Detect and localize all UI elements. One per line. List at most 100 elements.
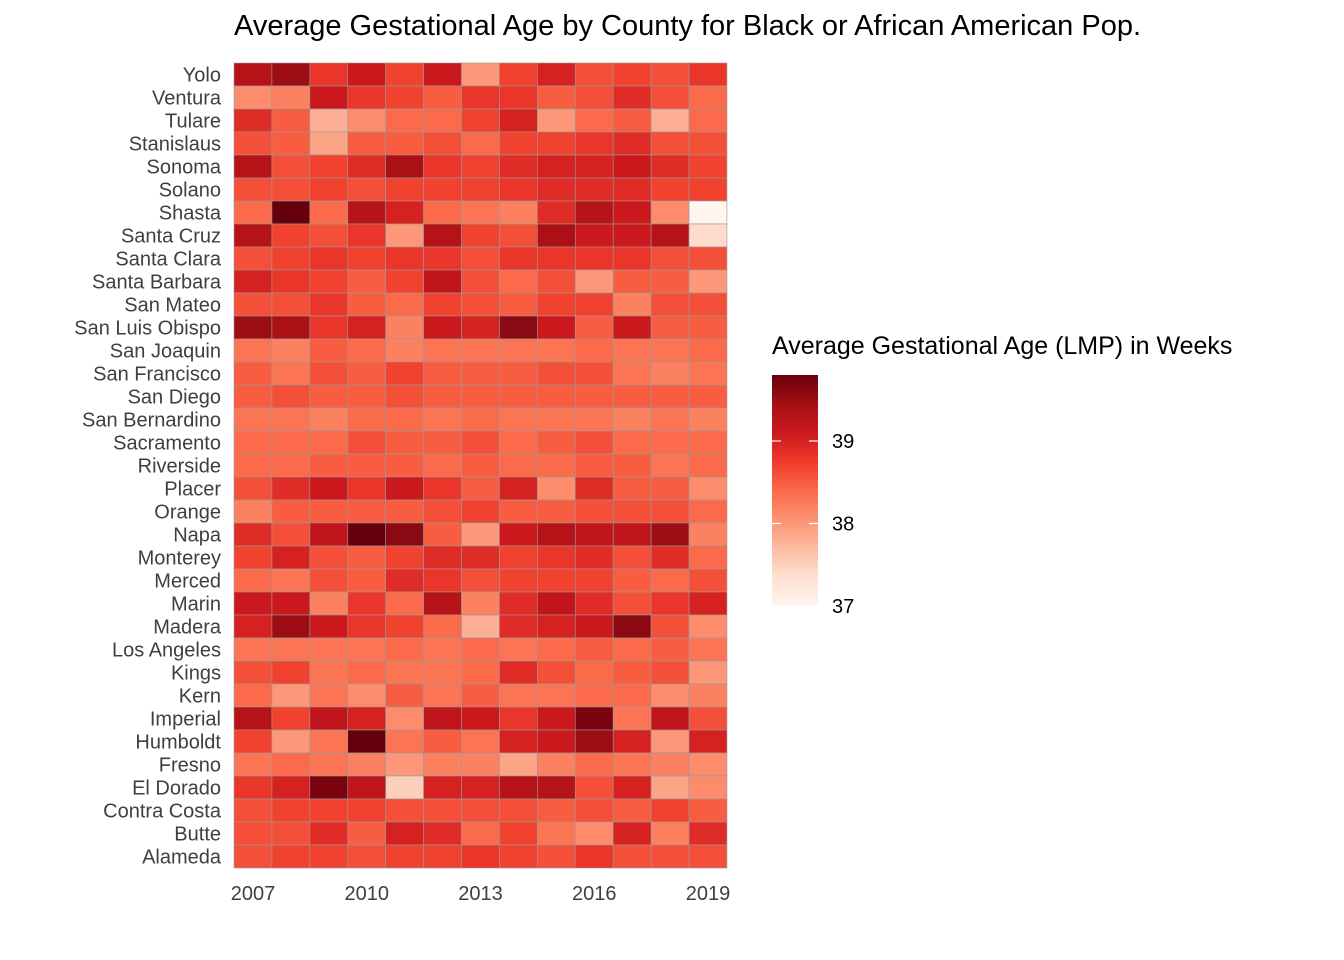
heatmap-cell <box>688 591 728 616</box>
heatmap-cell <box>650 338 690 363</box>
heatmap-cell <box>347 476 386 501</box>
heatmap-cell <box>574 522 614 547</box>
column-labels: 2007 2010 2013 2016 2019 <box>231 883 731 905</box>
heatmap-cell <box>537 246 576 271</box>
heatmap-cell <box>347 62 386 87</box>
legend-tick-label: 38 <box>832 514 854 536</box>
heatmap-cell <box>612 154 652 179</box>
heatmap-cell <box>461 844 500 869</box>
row-label: Orange <box>154 502 221 524</box>
legend-ticks: 37 38 39 <box>772 431 854 618</box>
heatmap-cell <box>233 568 273 593</box>
heatmap-cell <box>385 706 424 731</box>
heatmap-cell <box>650 637 690 662</box>
heatmap-cell <box>612 200 652 225</box>
heatmap-cell <box>537 338 576 363</box>
heatmap-cell <box>271 407 311 432</box>
heatmap-cell <box>499 568 538 593</box>
heatmap-cell <box>461 683 500 708</box>
heatmap-cell <box>612 108 652 133</box>
heatmap-cell <box>309 798 349 823</box>
heatmap-cell <box>461 706 500 731</box>
heatmap-cell <box>574 131 614 156</box>
heatmap-cell <box>537 407 576 432</box>
row-label: Fresno <box>159 755 221 777</box>
heatmap-cell <box>347 522 386 547</box>
heatmap-cell <box>688 62 728 87</box>
heatmap-cell <box>499 62 538 87</box>
heatmap-cell <box>574 246 614 271</box>
heatmap-cell <box>271 338 311 363</box>
heatmap-cell <box>688 729 728 754</box>
heatmap-cell <box>537 200 576 225</box>
heatmap-cell <box>461 223 500 248</box>
x-tick-label: 2016 <box>572 883 617 905</box>
heatmap-cell <box>650 844 690 869</box>
heatmap-cell <box>499 200 538 225</box>
heatmap-cell <box>650 591 690 616</box>
row-label: Ventura <box>152 88 222 110</box>
heatmap-cell <box>574 453 614 478</box>
heatmap-cell <box>461 338 500 363</box>
heatmap-cell <box>309 614 349 639</box>
heatmap-cell <box>271 453 311 478</box>
heatmap-cell <box>537 752 576 777</box>
heatmap-cell <box>347 568 386 593</box>
row-label: Kern <box>179 686 221 708</box>
heatmap-cell <box>574 568 614 593</box>
heatmap-cell <box>537 292 576 317</box>
heatmap-cells <box>233 62 728 869</box>
heatmap-cell <box>271 223 311 248</box>
heatmap-cell <box>688 154 728 179</box>
heatmap-cell <box>309 108 349 133</box>
heatmap-cell <box>650 821 690 846</box>
heatmap-cell <box>537 522 576 547</box>
row-label: Tulare <box>165 111 221 133</box>
heatmap-cell <box>233 614 273 639</box>
heatmap-cell <box>233 292 273 317</box>
heatmap-cell <box>499 430 538 455</box>
heatmap-cell <box>233 223 273 248</box>
heatmap-cell <box>233 154 273 179</box>
heatmap-cell <box>347 729 386 754</box>
heatmap-cell <box>499 453 538 478</box>
heatmap-cell <box>688 614 728 639</box>
heatmap-cell <box>688 476 728 501</box>
heatmap-cell <box>574 706 614 731</box>
row-label: Alameda <box>142 847 222 869</box>
heatmap-cell <box>385 637 424 662</box>
heatmap-cell <box>347 292 386 317</box>
heatmap-cell <box>347 200 386 225</box>
heatmap-cell <box>423 177 462 202</box>
heatmap-cell <box>271 706 311 731</box>
heatmap-cell <box>612 384 652 409</box>
heatmap-cell <box>347 131 386 156</box>
heatmap-cell <box>385 315 424 340</box>
heatmap-cell <box>271 430 311 455</box>
heatmap-cell <box>537 614 576 639</box>
heatmap-cell <box>499 706 538 731</box>
heatmap-cell <box>347 108 386 133</box>
row-label: Butte <box>174 824 221 846</box>
heatmap-cell <box>461 752 500 777</box>
heatmap-cell <box>499 85 538 110</box>
heatmap-cell <box>574 200 614 225</box>
heatmap-cell <box>309 131 349 156</box>
heatmap-cell <box>271 499 311 524</box>
heatmap-cell <box>347 821 386 846</box>
heatmap-cell <box>347 706 386 731</box>
row-label: Santa Barbara <box>92 272 222 294</box>
heatmap-cell <box>499 177 538 202</box>
heatmap-cell <box>347 775 386 800</box>
heatmap-cell <box>423 844 462 869</box>
heatmap-cell <box>688 821 728 846</box>
heatmap-cell <box>423 108 462 133</box>
heatmap-cell <box>688 338 728 363</box>
heatmap-cell <box>309 545 349 570</box>
heatmap-cell <box>309 706 349 731</box>
heatmap-cell <box>233 545 273 570</box>
heatmap-cell <box>688 384 728 409</box>
heatmap-cell <box>499 384 538 409</box>
heatmap-cell <box>499 775 538 800</box>
heatmap-cell <box>385 614 424 639</box>
